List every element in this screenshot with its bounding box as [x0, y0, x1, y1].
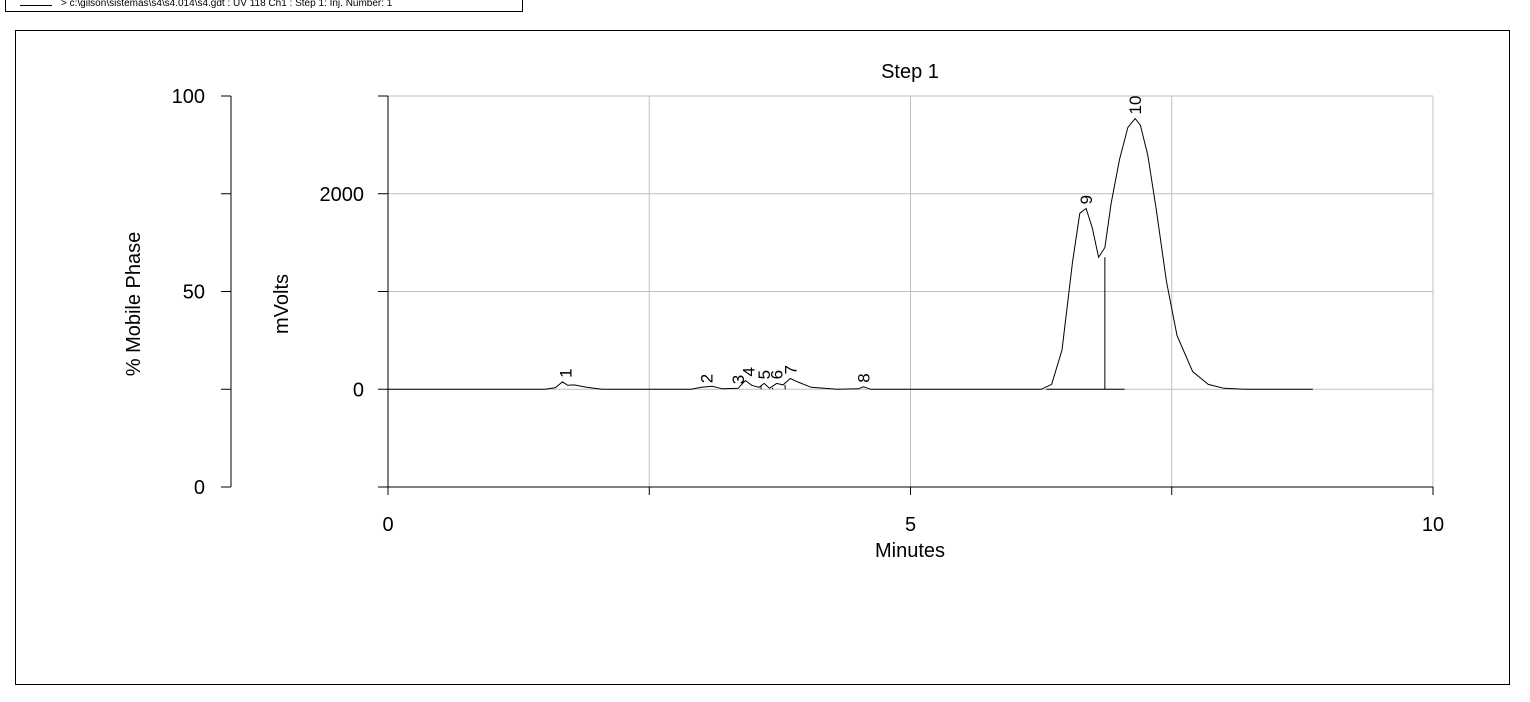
- y2-tick-label: 100: [172, 86, 205, 108]
- peak-label: 6: [768, 370, 787, 379]
- y-tick-label: 0: [353, 379, 364, 401]
- y-axis-title: mVolts: [271, 274, 293, 334]
- chart-title: Step 1: [881, 61, 939, 83]
- x-axis-title: Minutes: [875, 540, 945, 562]
- peak-label: 10: [1126, 96, 1145, 115]
- peak-label: 1: [557, 368, 576, 377]
- legend-box: > c:\gilson\sistemas\s4\s4.014\s4.gdt : …: [5, 0, 523, 12]
- peak-label: 4: [740, 367, 759, 376]
- legend-line-swatch: [20, 5, 52, 6]
- peak-label: 8: [854, 373, 873, 382]
- peak-label: 3: [729, 375, 748, 384]
- peak-label: 2: [698, 374, 717, 383]
- legend-text: > c:\gilson\sistemas\s4\s4.014\s4.gdt : …: [61, 0, 393, 9]
- grid-layer: [387, 95, 1434, 488]
- chart-frame: [15, 30, 1510, 685]
- x-tick-label: 0: [382, 514, 393, 536]
- x-tick-label: 5: [905, 514, 916, 536]
- peak-label: 5: [755, 370, 774, 379]
- series-layer: [388, 117, 1313, 390]
- y2-tick-label: 0: [194, 477, 205, 499]
- y2-tick-label: 50: [183, 282, 205, 304]
- x-tick-label: 10: [1422, 514, 1444, 536]
- chromatogram-trace: [388, 117, 1313, 390]
- y2-axis-title: % Mobile Phase: [123, 232, 145, 377]
- y-tick-label: 2000: [320, 184, 365, 206]
- peak-label: 7: [781, 365, 800, 374]
- peak-label: 9: [1077, 195, 1096, 204]
